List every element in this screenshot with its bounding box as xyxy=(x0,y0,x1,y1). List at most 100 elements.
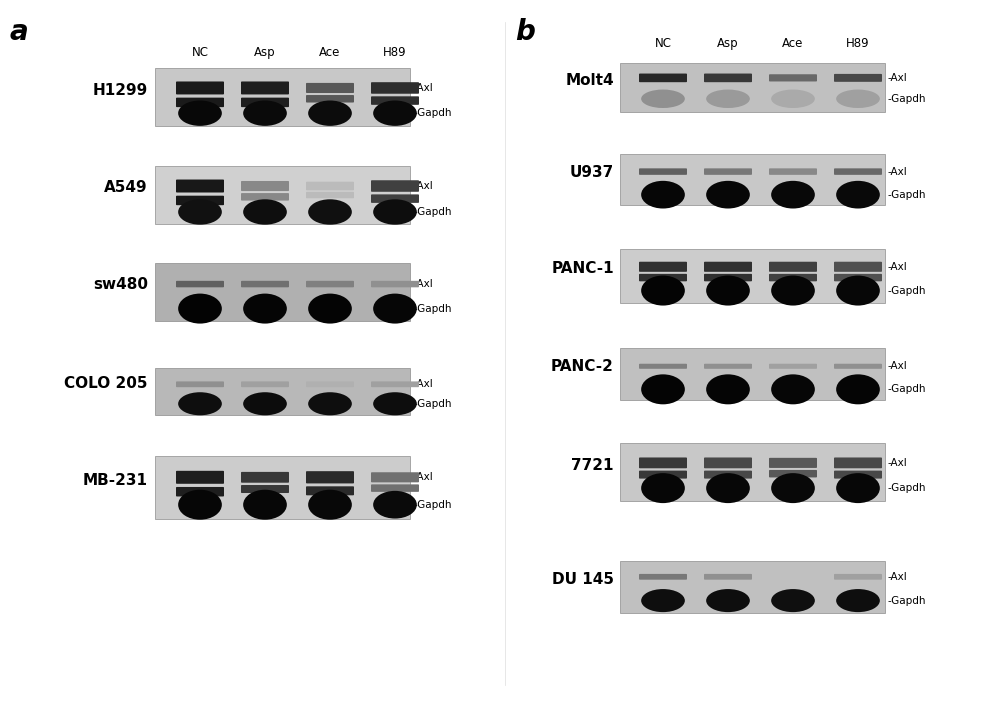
Ellipse shape xyxy=(641,374,685,404)
Text: sw480: sw480 xyxy=(93,278,148,292)
Text: -Axl: -Axl xyxy=(888,167,908,177)
Ellipse shape xyxy=(836,181,880,208)
FancyBboxPatch shape xyxy=(834,274,882,281)
Ellipse shape xyxy=(836,374,880,404)
Text: -Gapdh: -Gapdh xyxy=(413,108,452,118)
FancyBboxPatch shape xyxy=(704,574,752,580)
FancyBboxPatch shape xyxy=(155,456,410,519)
FancyBboxPatch shape xyxy=(769,262,817,272)
Ellipse shape xyxy=(836,275,880,306)
Ellipse shape xyxy=(308,100,352,126)
Ellipse shape xyxy=(706,473,750,503)
Text: Ace: Ace xyxy=(319,46,341,59)
FancyBboxPatch shape xyxy=(834,262,882,272)
FancyBboxPatch shape xyxy=(620,154,885,205)
FancyBboxPatch shape xyxy=(639,363,687,368)
Text: -Axl: -Axl xyxy=(888,73,908,83)
FancyBboxPatch shape xyxy=(176,180,224,193)
FancyBboxPatch shape xyxy=(371,97,419,105)
FancyBboxPatch shape xyxy=(176,195,224,205)
Ellipse shape xyxy=(771,181,815,208)
Ellipse shape xyxy=(243,293,287,324)
Text: -Axl: -Axl xyxy=(413,379,433,389)
Ellipse shape xyxy=(641,589,685,612)
Ellipse shape xyxy=(178,199,222,225)
Text: COLO 205: COLO 205 xyxy=(64,376,148,392)
FancyBboxPatch shape xyxy=(241,181,289,191)
Ellipse shape xyxy=(308,490,352,520)
Ellipse shape xyxy=(243,392,287,415)
Text: -Axl: -Axl xyxy=(413,472,433,482)
FancyBboxPatch shape xyxy=(769,574,817,580)
Ellipse shape xyxy=(243,199,287,225)
Text: -Axl: -Axl xyxy=(413,279,433,289)
FancyBboxPatch shape xyxy=(704,262,752,272)
Ellipse shape xyxy=(308,392,352,415)
FancyBboxPatch shape xyxy=(306,381,354,387)
FancyBboxPatch shape xyxy=(306,95,354,102)
FancyBboxPatch shape xyxy=(176,280,224,287)
FancyBboxPatch shape xyxy=(769,74,817,81)
FancyBboxPatch shape xyxy=(769,168,817,174)
FancyBboxPatch shape xyxy=(620,348,885,400)
FancyBboxPatch shape xyxy=(241,280,289,287)
FancyBboxPatch shape xyxy=(306,182,354,190)
Ellipse shape xyxy=(243,490,287,520)
FancyBboxPatch shape xyxy=(620,561,885,613)
FancyBboxPatch shape xyxy=(371,195,419,203)
FancyBboxPatch shape xyxy=(639,168,687,174)
FancyBboxPatch shape xyxy=(834,574,882,580)
Ellipse shape xyxy=(706,181,750,208)
FancyBboxPatch shape xyxy=(371,280,419,287)
Ellipse shape xyxy=(373,392,417,415)
FancyBboxPatch shape xyxy=(639,74,687,82)
Text: Ace: Ace xyxy=(782,37,804,50)
Ellipse shape xyxy=(641,181,685,208)
FancyBboxPatch shape xyxy=(620,443,885,501)
Text: H89: H89 xyxy=(846,37,870,50)
Ellipse shape xyxy=(178,293,222,324)
FancyBboxPatch shape xyxy=(306,486,354,495)
FancyBboxPatch shape xyxy=(834,74,882,81)
Text: -Gapdh: -Gapdh xyxy=(888,483,926,493)
Text: NC: NC xyxy=(654,37,672,50)
Text: MB-231: MB-231 xyxy=(83,473,148,487)
FancyBboxPatch shape xyxy=(241,485,289,493)
Ellipse shape xyxy=(771,589,815,612)
Ellipse shape xyxy=(706,275,750,306)
Ellipse shape xyxy=(178,490,222,520)
Text: H1299: H1299 xyxy=(93,83,148,97)
FancyBboxPatch shape xyxy=(704,74,752,82)
FancyBboxPatch shape xyxy=(371,485,419,492)
FancyBboxPatch shape xyxy=(241,81,289,94)
FancyBboxPatch shape xyxy=(704,168,752,174)
Ellipse shape xyxy=(706,589,750,612)
Ellipse shape xyxy=(308,199,352,225)
FancyBboxPatch shape xyxy=(639,457,687,469)
Text: b: b xyxy=(515,18,535,46)
Text: -Gapdh: -Gapdh xyxy=(888,286,926,296)
FancyBboxPatch shape xyxy=(176,81,224,94)
FancyBboxPatch shape xyxy=(704,457,752,469)
FancyBboxPatch shape xyxy=(834,168,882,174)
Text: -Axl: -Axl xyxy=(888,458,908,468)
FancyBboxPatch shape xyxy=(769,274,817,281)
FancyBboxPatch shape xyxy=(769,458,817,468)
Ellipse shape xyxy=(641,89,685,108)
Text: -Gapdh: -Gapdh xyxy=(413,207,452,217)
Text: PANC-1: PANC-1 xyxy=(551,261,614,276)
Ellipse shape xyxy=(771,473,815,503)
FancyBboxPatch shape xyxy=(620,63,885,112)
Text: H89: H89 xyxy=(383,46,407,59)
Text: -Gapdh: -Gapdh xyxy=(888,384,926,394)
Text: -Gapdh: -Gapdh xyxy=(413,304,452,314)
FancyBboxPatch shape xyxy=(241,381,289,387)
Ellipse shape xyxy=(641,473,685,503)
FancyBboxPatch shape xyxy=(639,574,687,580)
FancyBboxPatch shape xyxy=(155,166,410,224)
Ellipse shape xyxy=(771,275,815,306)
FancyBboxPatch shape xyxy=(371,82,419,94)
Ellipse shape xyxy=(178,392,222,415)
FancyBboxPatch shape xyxy=(704,363,752,368)
Text: -Gapdh: -Gapdh xyxy=(888,190,926,200)
